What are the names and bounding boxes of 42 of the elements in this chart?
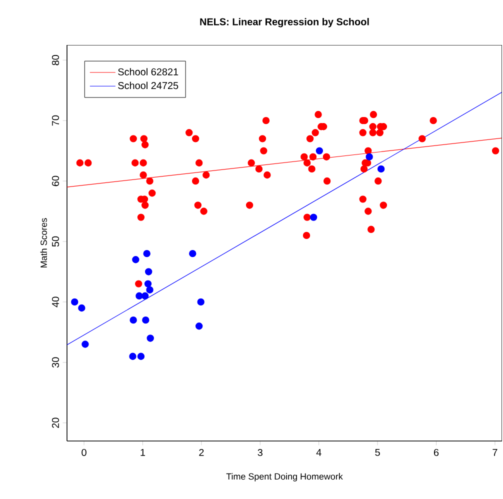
legend-label: School 24725 [118, 82, 178, 90]
point [136, 292, 143, 300]
y-tick-label: 50 [52, 236, 60, 247]
point [377, 165, 385, 173]
y-tick-label: 70 [52, 115, 60, 126]
point [141, 292, 149, 300]
point [197, 298, 204, 306]
x-tick-label: 6 [434, 448, 439, 456]
x-tick-label: 4 [316, 448, 322, 456]
x-tick-label: 7 [492, 448, 498, 456]
point [78, 304, 86, 312]
x-tick-label: 2 [199, 448, 204, 456]
point [137, 352, 145, 360]
legend-label: School 62821 [118, 68, 178, 76]
x-tick-label: 1 [140, 448, 146, 456]
point [310, 214, 318, 221]
y-axis-title: Math Scores [40, 218, 47, 268]
point [316, 147, 324, 154]
y-tick-label: 80 [52, 54, 60, 66]
y-tick-label: 20 [52, 418, 60, 428]
chart-title: NELS: Linear Regression by School [200, 18, 369, 28]
y-tick-label: 30 [52, 357, 60, 368]
x-tick-label: 0 [82, 448, 86, 456]
point [71, 298, 78, 306]
point [189, 250, 196, 258]
x-tick-label: 5 [375, 448, 380, 456]
point [195, 322, 203, 330]
point [130, 316, 137, 324]
point [142, 316, 150, 324]
x-axis-title: Time Spent Doing Homework [226, 473, 343, 482]
y-tick-label: 60 [52, 176, 60, 186]
point [145, 268, 152, 276]
point [366, 153, 373, 160]
point [146, 334, 154, 342]
point [143, 250, 150, 258]
x-tick-label: 3 [258, 448, 262, 456]
point [129, 352, 136, 360]
point [144, 280, 152, 288]
point [82, 340, 89, 348]
y-tick-label: 40 [52, 296, 60, 308]
point [132, 256, 140, 264]
point [146, 286, 154, 294]
